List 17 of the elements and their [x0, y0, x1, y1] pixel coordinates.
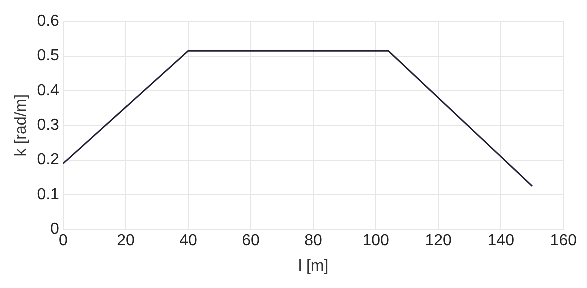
x-tick-label: 120 [425, 232, 452, 250]
x-tick-label: 40 [180, 232, 198, 250]
y-tick-label: 0.4 [37, 82, 60, 100]
y-tick-label: 0.6 [37, 13, 60, 30]
x-tick-label: 100 [362, 232, 390, 250]
y-tick-label: 0.2 [37, 152, 60, 169]
x-axis-title: l [m] [298, 258, 329, 275]
x-tick-label: 80 [304, 232, 323, 250]
x-tick-label: 20 [117, 232, 135, 250]
y-tick-label: 0.1 [37, 186, 60, 204]
x-tick-label: 140 [488, 232, 515, 250]
y-tick-label: 0.5 [37, 48, 60, 65]
y-axis-title: k [rad/m] [13, 94, 30, 157]
y-tick-label: 0.3 [37, 117, 60, 134]
y-tick-label: 0 [50, 221, 60, 238]
x-tick-label: 60 [242, 232, 260, 250]
x-tick-label: 160 [550, 232, 578, 250]
